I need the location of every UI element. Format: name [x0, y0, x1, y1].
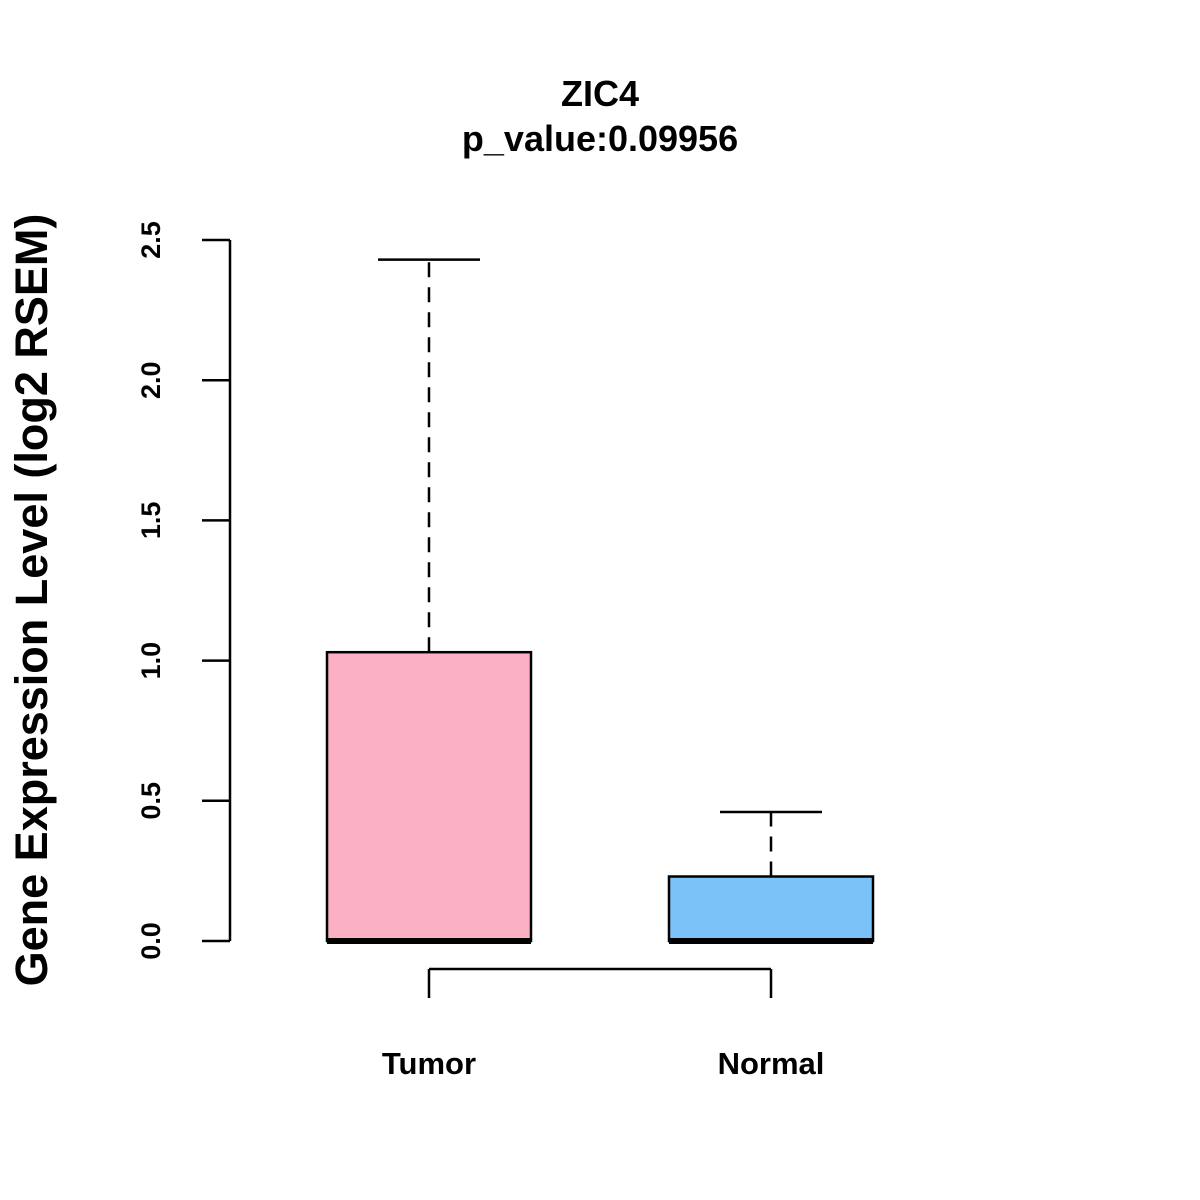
box-normal: [667, 810, 875, 944]
y-tick-label: 2.0: [136, 361, 166, 399]
x-tick-label: Tumor: [382, 1046, 476, 1081]
x-tick-label: Normal: [718, 1046, 825, 1081]
box-body: [325, 650, 533, 943]
y-tick-label: 1.5: [136, 502, 166, 540]
y-tick-label: 0.5: [136, 782, 166, 820]
chart-title: ZIC4: [561, 73, 639, 114]
box-body: [667, 875, 875, 943]
box-group: [325, 258, 875, 944]
y-tick-label: 1.0: [136, 642, 166, 680]
box-tumor: [325, 258, 533, 944]
y-axis-title: Gene Expression Level (log2 RSEM): [6, 214, 57, 987]
y-axis: 0.0 0.5 1.0 1.5 2.0 2.5: [136, 221, 232, 960]
x-axis: Tumor Normal: [382, 967, 825, 1081]
y-tick-label: 0.0: [136, 922, 166, 960]
y-tick-label: 2.5: [136, 221, 166, 259]
chart-subtitle: p_value:0.09956: [462, 118, 738, 159]
